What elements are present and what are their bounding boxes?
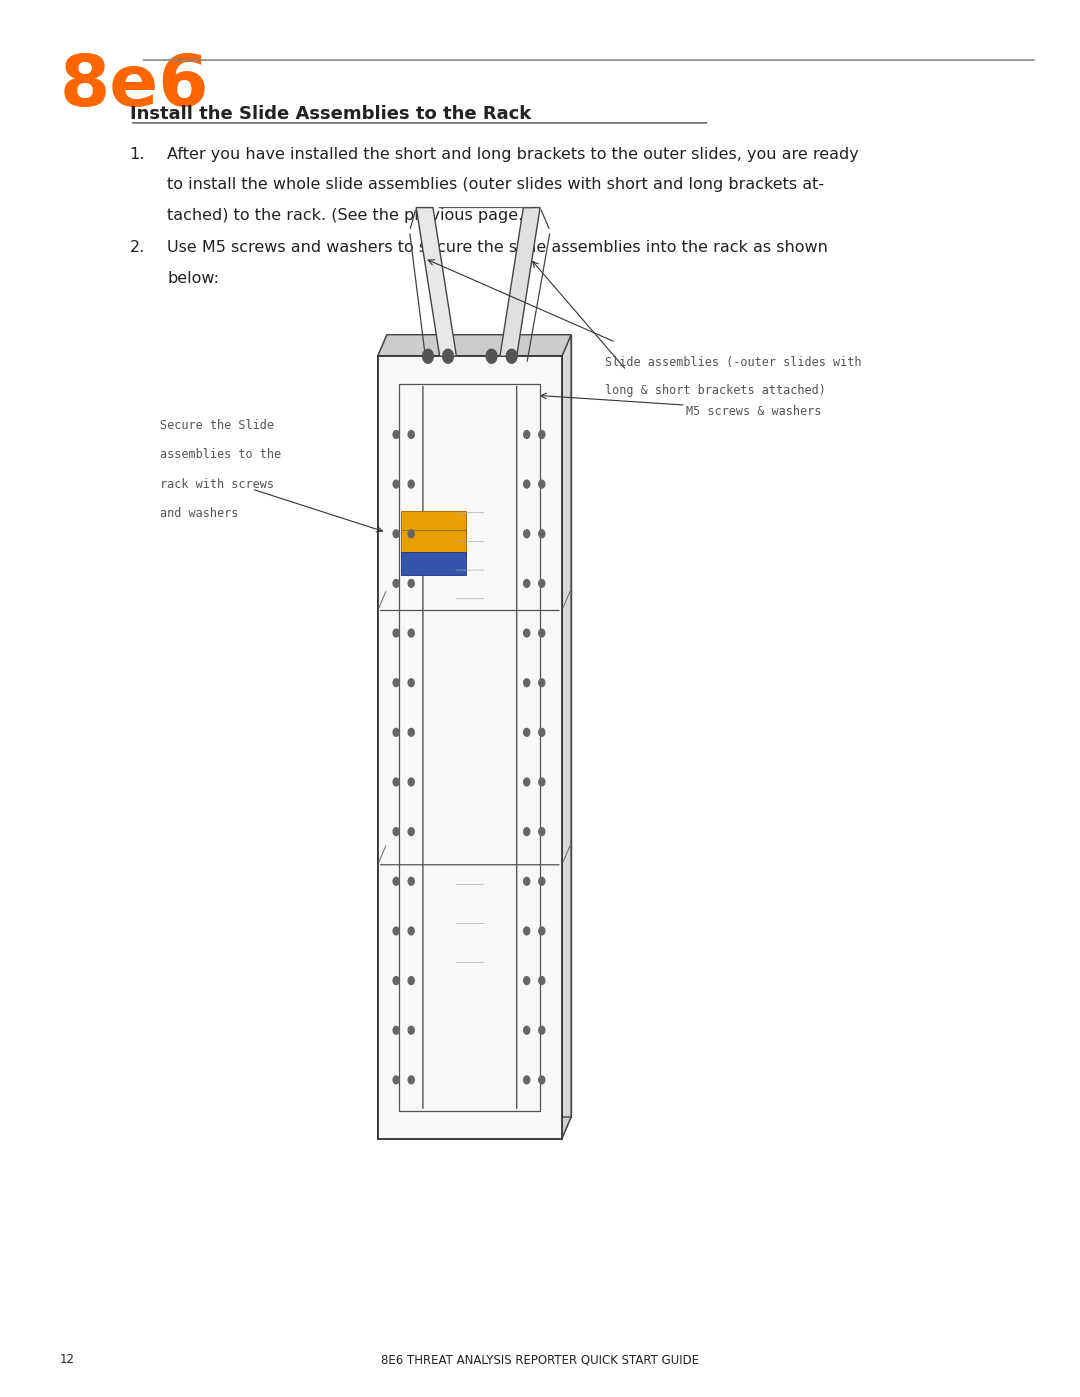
Circle shape xyxy=(408,580,415,587)
Circle shape xyxy=(408,1027,415,1034)
Circle shape xyxy=(408,529,415,538)
Polygon shape xyxy=(378,335,387,1139)
Text: Install the Slide Assemblies to the Rack: Install the Slide Assemblies to the Rack xyxy=(130,105,531,123)
Polygon shape xyxy=(500,208,540,356)
Circle shape xyxy=(443,349,454,363)
Polygon shape xyxy=(378,356,562,1139)
Circle shape xyxy=(524,580,530,587)
Text: below:: below: xyxy=(167,271,219,286)
Circle shape xyxy=(524,529,530,538)
Text: assemblies to the: assemblies to the xyxy=(160,448,281,461)
Polygon shape xyxy=(416,208,457,356)
Circle shape xyxy=(539,1076,544,1084)
Circle shape xyxy=(393,778,400,787)
Circle shape xyxy=(408,481,415,488)
Circle shape xyxy=(393,529,400,538)
Circle shape xyxy=(408,629,415,637)
Circle shape xyxy=(408,430,415,439)
Polygon shape xyxy=(401,531,467,557)
Circle shape xyxy=(524,1076,530,1084)
Polygon shape xyxy=(378,335,571,356)
Circle shape xyxy=(393,481,400,488)
Circle shape xyxy=(539,629,544,637)
Circle shape xyxy=(408,928,415,935)
Circle shape xyxy=(524,430,530,439)
Text: 2.: 2. xyxy=(130,240,145,256)
Circle shape xyxy=(539,877,544,886)
Text: 12: 12 xyxy=(59,1354,75,1366)
Polygon shape xyxy=(562,335,571,1139)
Circle shape xyxy=(539,728,544,736)
Polygon shape xyxy=(401,511,467,538)
Circle shape xyxy=(408,778,415,787)
Text: 1.: 1. xyxy=(130,147,145,162)
Text: long & short brackets attached): long & short brackets attached) xyxy=(605,384,826,397)
Text: Slide assemblies (-outer slides with: Slide assemblies (-outer slides with xyxy=(605,356,862,369)
Circle shape xyxy=(393,728,400,736)
Circle shape xyxy=(408,977,415,985)
Circle shape xyxy=(524,928,530,935)
Circle shape xyxy=(539,580,544,587)
Circle shape xyxy=(539,828,544,835)
Circle shape xyxy=(393,977,400,985)
Circle shape xyxy=(393,877,400,886)
Text: and washers: and washers xyxy=(160,507,239,520)
Circle shape xyxy=(524,679,530,686)
Circle shape xyxy=(524,481,530,488)
Circle shape xyxy=(422,349,433,363)
Circle shape xyxy=(408,728,415,736)
Text: Secure the Slide: Secure the Slide xyxy=(160,419,274,432)
Circle shape xyxy=(524,629,530,637)
Circle shape xyxy=(539,529,544,538)
Text: rack with screws: rack with screws xyxy=(160,478,274,490)
Circle shape xyxy=(524,728,530,736)
Circle shape xyxy=(539,778,544,787)
Text: 8e6: 8e6 xyxy=(59,52,208,120)
Circle shape xyxy=(539,430,544,439)
Text: Use M5 screws and washers to secure the slide assemblies into the rack as shown: Use M5 screws and washers to secure the … xyxy=(167,240,828,256)
Circle shape xyxy=(393,430,400,439)
Polygon shape xyxy=(401,552,467,576)
Circle shape xyxy=(408,828,415,835)
Polygon shape xyxy=(378,1118,571,1139)
Text: After you have installed the short and long brackets to the outer slides, you ar: After you have installed the short and l… xyxy=(167,147,860,162)
Circle shape xyxy=(507,349,517,363)
Circle shape xyxy=(539,977,544,985)
Circle shape xyxy=(408,1076,415,1084)
Circle shape xyxy=(524,828,530,835)
Circle shape xyxy=(524,977,530,985)
Circle shape xyxy=(408,877,415,886)
Text: tached) to the rack. (See the previous page.): tached) to the rack. (See the previous p… xyxy=(167,208,530,224)
Circle shape xyxy=(393,580,400,587)
Circle shape xyxy=(393,629,400,637)
Circle shape xyxy=(524,877,530,886)
Circle shape xyxy=(539,928,544,935)
Circle shape xyxy=(539,1027,544,1034)
Circle shape xyxy=(486,349,497,363)
Circle shape xyxy=(393,1027,400,1034)
Text: 8E6 THREAT ANALYSIS REPORTER QUICK START GUIDE: 8E6 THREAT ANALYSIS REPORTER QUICK START… xyxy=(381,1354,699,1366)
Circle shape xyxy=(408,679,415,686)
Circle shape xyxy=(393,828,400,835)
Circle shape xyxy=(393,679,400,686)
Circle shape xyxy=(524,1027,530,1034)
Text: M5 screws & washers: M5 screws & washers xyxy=(686,405,821,418)
Circle shape xyxy=(539,481,544,488)
Text: to install the whole slide assemblies (outer slides with short and long brackets: to install the whole slide assemblies (o… xyxy=(167,177,824,193)
Polygon shape xyxy=(387,335,571,1118)
Circle shape xyxy=(393,1076,400,1084)
Circle shape xyxy=(524,778,530,787)
Circle shape xyxy=(539,679,544,686)
Circle shape xyxy=(393,928,400,935)
